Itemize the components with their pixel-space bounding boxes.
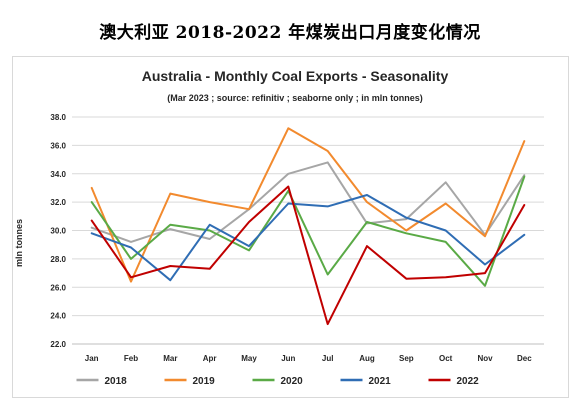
page-heading: 澳大利亚 2018-2022 年煤炭出口月度变化情况 bbox=[99, 23, 481, 43]
chart-title: Australia - Monthly Coal Exports - Seaso… bbox=[142, 68, 449, 84]
x-tick-label: Dec bbox=[517, 354, 532, 363]
y-tick-label: 22.0 bbox=[50, 340, 66, 349]
y-tick-label: 36.0 bbox=[50, 141, 66, 150]
x-tick-label: Jul bbox=[322, 354, 334, 363]
y-tick-label: 28.0 bbox=[50, 255, 66, 264]
legend-label-2022: 2022 bbox=[457, 376, 480, 387]
coal-exports-line-chart: Australia - Monthly Coal Exports - Seaso… bbox=[14, 68, 544, 387]
x-tick-label: Apr bbox=[203, 354, 217, 363]
legend: 2018 2019 2020 2021 2022 bbox=[76, 376, 480, 387]
x-tick-label: Sep bbox=[399, 354, 414, 363]
series-line-2022 bbox=[90, 185, 526, 326]
y-tick-label: 38.0 bbox=[50, 113, 66, 122]
x-tick-label: Aug bbox=[359, 354, 375, 363]
chart-subtitle: (Mar 2023 ; source: refinitiv ; seaborne… bbox=[167, 93, 423, 103]
x-tick-label: Jun bbox=[281, 354, 295, 363]
y-tick-label: 34.0 bbox=[50, 170, 66, 179]
legend-label-2018: 2018 bbox=[105, 376, 128, 387]
y-axis-label: mln tonnes bbox=[14, 219, 24, 267]
series-lines bbox=[90, 127, 526, 326]
y-tick-label: 24.0 bbox=[50, 312, 66, 321]
legend-label-2020: 2020 bbox=[281, 376, 304, 387]
series-line-2021 bbox=[90, 194, 526, 282]
x-tick-label: Nov bbox=[477, 354, 493, 363]
y-tick-label: 32.0 bbox=[50, 198, 66, 207]
y-tick-label: 30.0 bbox=[50, 227, 66, 236]
x-tick-label: Oct bbox=[439, 354, 453, 363]
legend-label-2021: 2021 bbox=[369, 376, 392, 387]
x-tick-label: Feb bbox=[124, 354, 138, 363]
x-tick-label: Jan bbox=[85, 354, 99, 363]
axis-labels: 22.0 24.0 26.0 28.0 30.0 32.0 34.0 36.0 38.0 Jan F… bbox=[50, 113, 532, 363]
legend-label-2019: 2019 bbox=[193, 376, 216, 387]
chart-frame: Australia - Monthly Coal Exports - Seaso… bbox=[12, 56, 569, 398]
series-line-2019 bbox=[90, 127, 526, 283]
x-tick-label: May bbox=[241, 354, 257, 363]
series-line-2020 bbox=[90, 175, 526, 287]
y-tick-label: 26.0 bbox=[50, 283, 66, 292]
x-tick-label: Mar bbox=[163, 354, 177, 363]
